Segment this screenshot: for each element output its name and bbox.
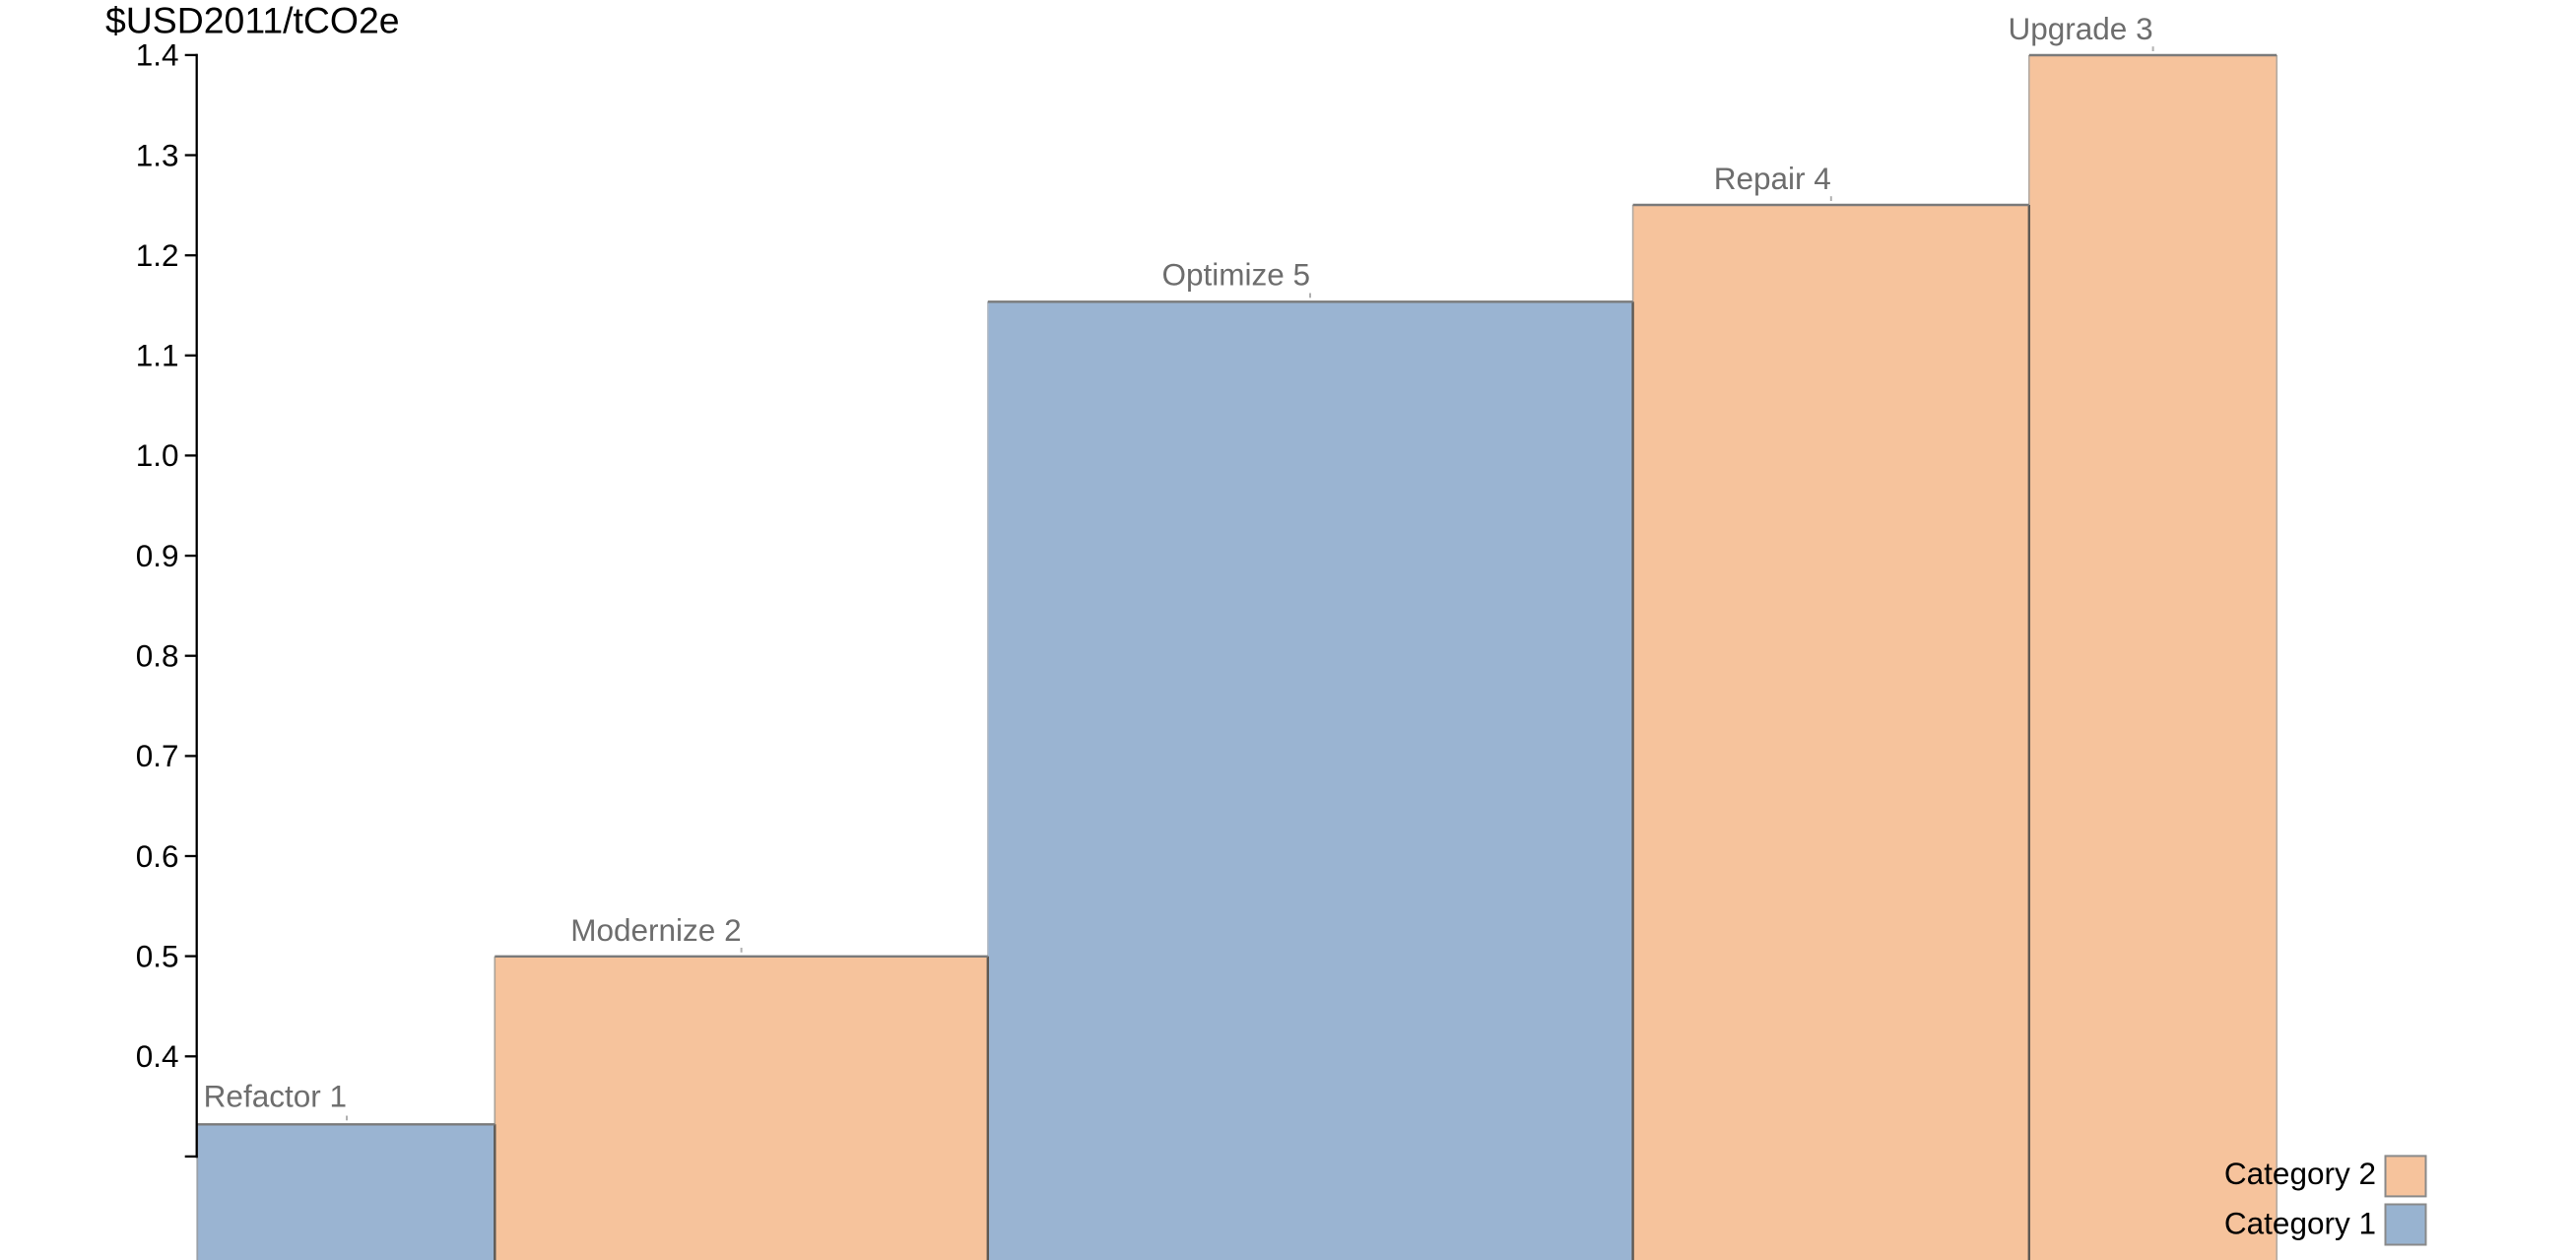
svg-text:Repair 4: Repair 4 xyxy=(1714,161,1831,196)
svg-text:0.9: 0.9 xyxy=(136,538,179,573)
svg-text:1.0: 1.0 xyxy=(136,437,179,473)
svg-text:1.2: 1.2 xyxy=(136,237,179,273)
svg-text:0.5: 0.5 xyxy=(136,938,179,973)
svg-text:1.3: 1.3 xyxy=(136,137,179,172)
svg-text:Modernize 2: Modernize 2 xyxy=(570,912,741,948)
svg-text:0.8: 0.8 xyxy=(136,638,179,674)
svg-text:$USD2011/tCO2e: $USD2011/tCO2e xyxy=(105,0,400,41)
svg-text:0.4: 0.4 xyxy=(136,1038,179,1074)
svg-text:Upgrade 3: Upgrade 3 xyxy=(2008,11,2152,46)
svg-text:Category 2: Category 2 xyxy=(2224,1156,2376,1191)
svg-text:Optimize 5: Optimize 5 xyxy=(1161,257,1310,293)
svg-text:0.7: 0.7 xyxy=(136,738,179,773)
svg-text:Refactor 1: Refactor 1 xyxy=(204,1078,347,1113)
svg-text:0.6: 0.6 xyxy=(136,838,179,874)
svg-text:Category 1: Category 1 xyxy=(2224,1206,2376,1241)
svg-text:1.4: 1.4 xyxy=(136,37,179,73)
svg-text:1.1: 1.1 xyxy=(136,338,179,373)
